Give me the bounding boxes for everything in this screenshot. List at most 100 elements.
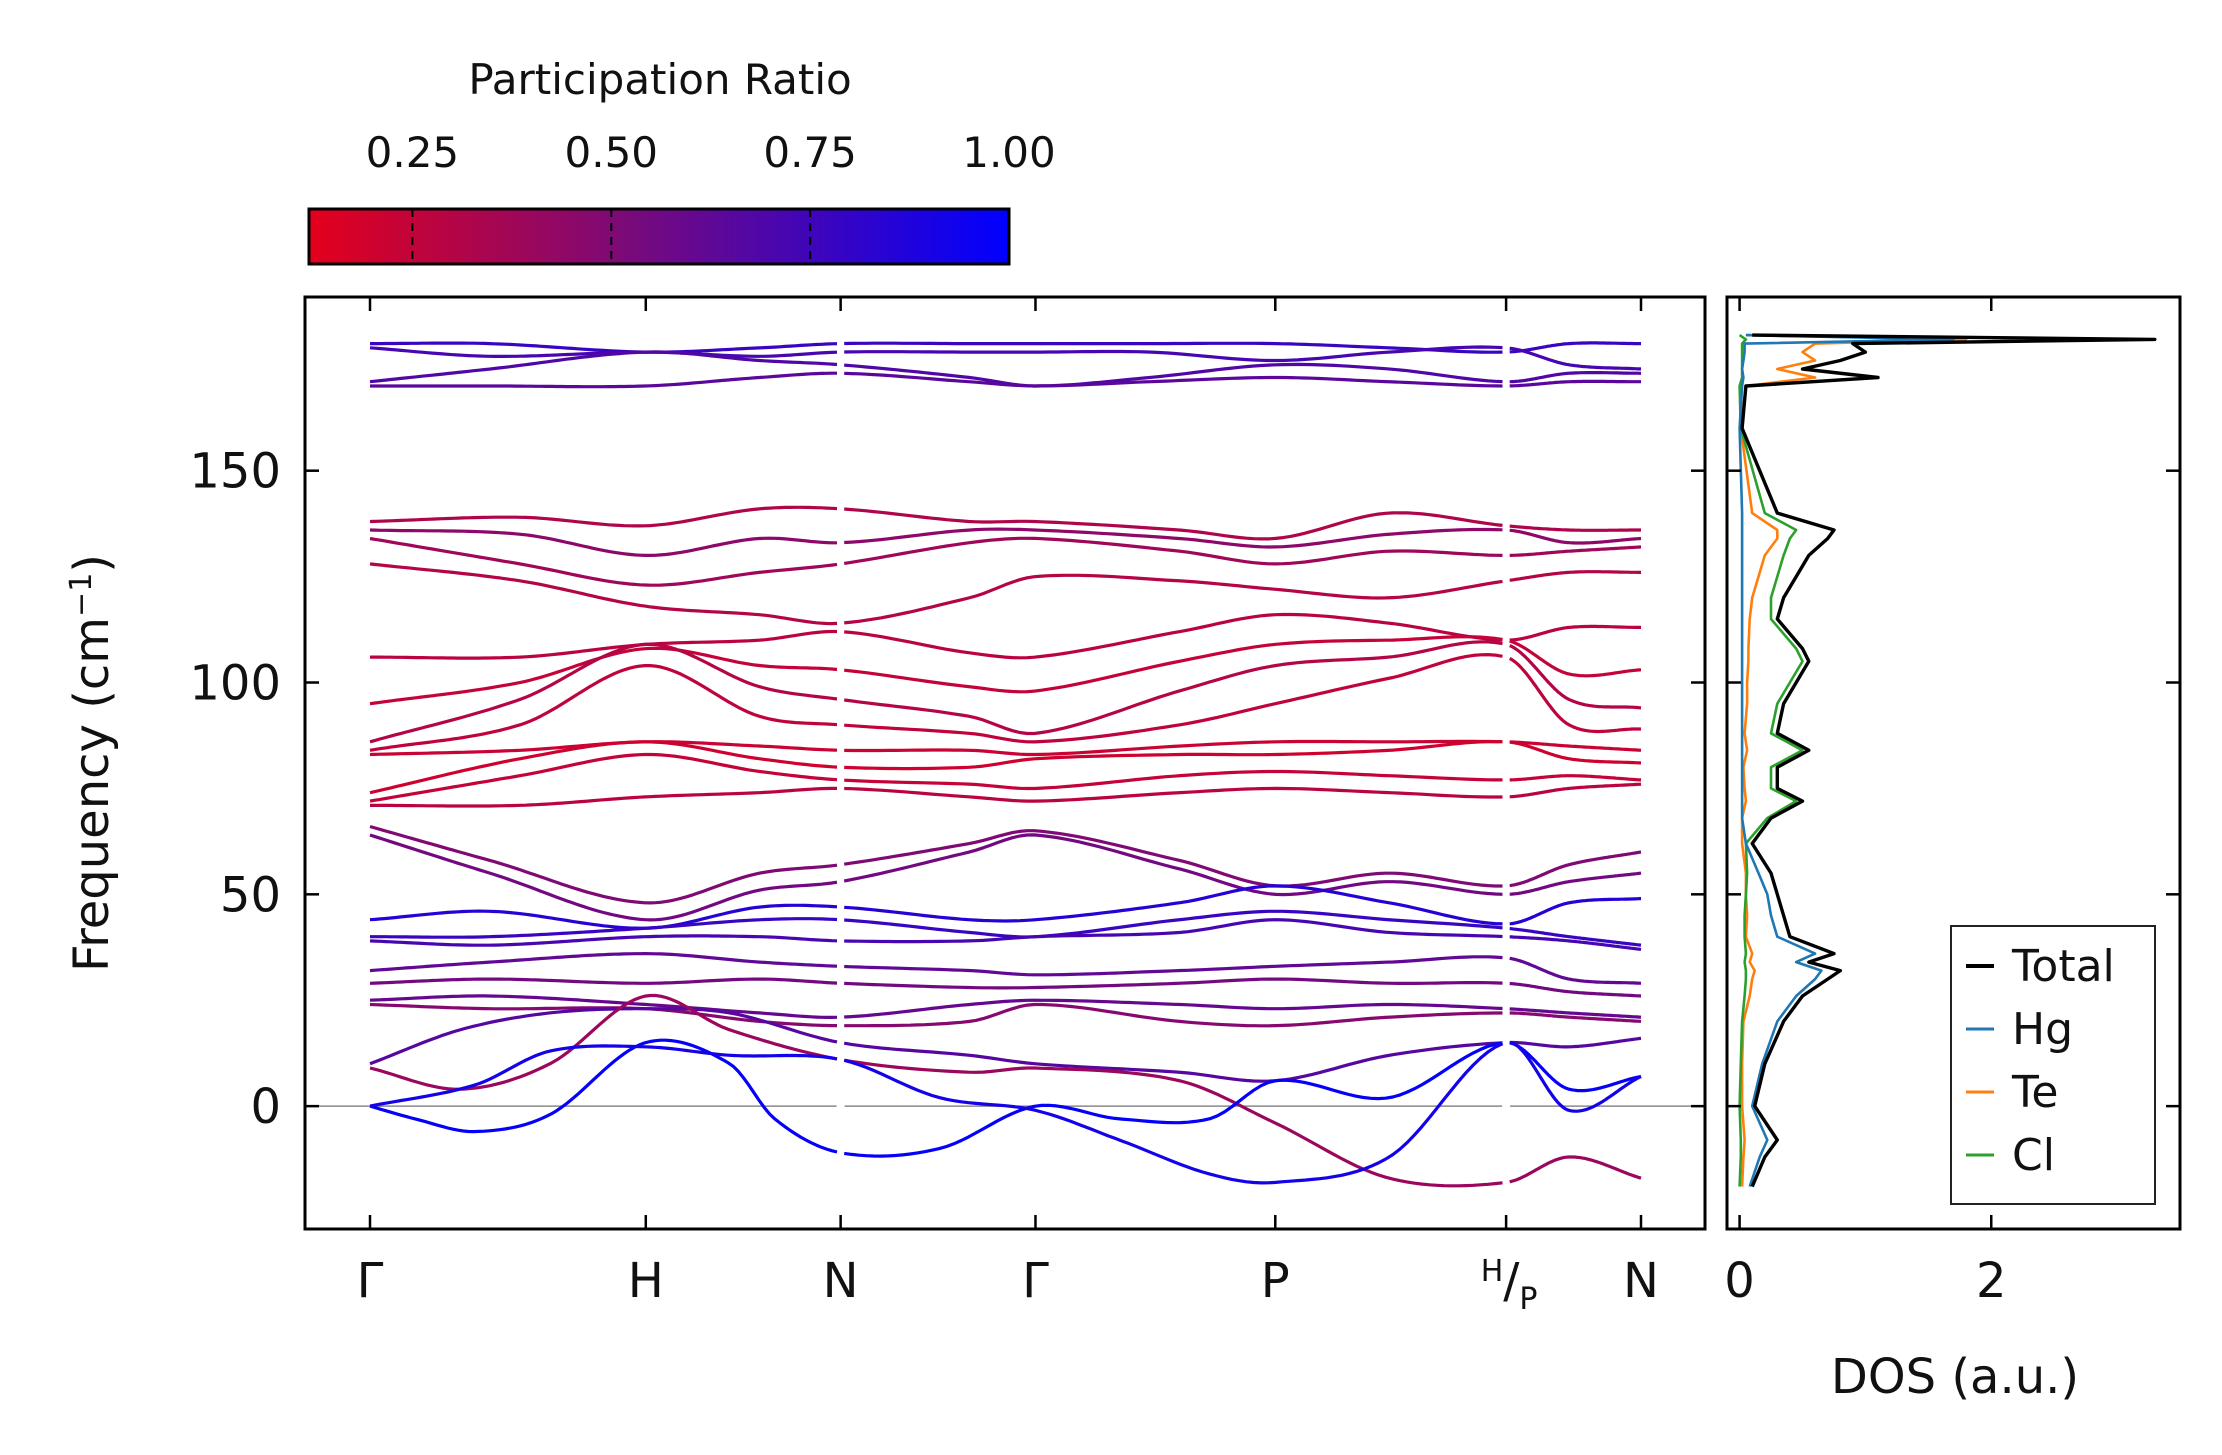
band-line (844, 955, 1503, 977)
band-line (1509, 1040, 1642, 1113)
band-line (843, 829, 1503, 888)
band-line (844, 527, 1503, 549)
band-line (369, 562, 838, 626)
band-line (369, 1038, 838, 1154)
band-line (844, 612, 1503, 660)
band-line (1509, 379, 1642, 388)
colorbar-title: Participation Ratio (468, 55, 851, 104)
band-line (844, 635, 1503, 694)
band-line (1509, 896, 1642, 926)
band-line (844, 640, 1503, 736)
band-line (369, 752, 838, 803)
band-line (1509, 956, 1642, 985)
band-line (1509, 1041, 1642, 1093)
band-line (844, 507, 1503, 541)
dos-frame (1725, 295, 2182, 1231)
x-axis-label-dos: DOS (a.u.) (1831, 1349, 2079, 1405)
band-line (1509, 740, 1642, 765)
y-tick-label: 50 (220, 867, 281, 923)
band-line (369, 934, 838, 947)
colorbar-tick-label: 1.00 (962, 128, 1056, 177)
colorbar-ticks: 0.25 0.50 0.75 1.00 (366, 128, 1056, 264)
band-line (844, 573, 1503, 625)
legend-box (1950, 925, 2156, 1205)
band-line (1509, 545, 1642, 558)
x-tick-label: P (1261, 1253, 1290, 1309)
legend-label: Hg (2012, 1004, 2073, 1055)
band-line (1509, 657, 1642, 734)
band-line (844, 652, 1503, 744)
y-axis-label: Frequency (cm−1) (64, 554, 121, 972)
y-tick-label: 0 (250, 1079, 281, 1135)
band-line (1509, 346, 1642, 371)
band-line (844, 769, 1503, 791)
band-line (369, 642, 838, 744)
band-line (844, 884, 1503, 926)
band-line (369, 536, 838, 587)
band-line (1509, 850, 1642, 888)
dos-series-cl (1738, 334, 1804, 1187)
band-line (1509, 1007, 1642, 1019)
dos-series-total (1740, 333, 2157, 1188)
legend-label: Cl (2012, 1130, 2055, 1181)
band-line (844, 345, 1503, 363)
legend-label: Te (2011, 1067, 2058, 1118)
band-line (369, 663, 838, 752)
band-line (369, 740, 838, 795)
legend: Total Hg Te Cl (1950, 925, 2156, 1205)
band-line (843, 833, 1503, 897)
x-tick-label: H (628, 1253, 664, 1309)
band-line (1509, 624, 1642, 642)
colorbar-tick-label: 0.50 (565, 128, 659, 177)
band-line (370, 371, 837, 389)
band-line (369, 1044, 838, 1108)
band-line (369, 505, 838, 528)
y-axis-label-sup: −1 (64, 573, 99, 617)
band-line (1509, 935, 1642, 951)
colorbar-tick-label: 0.25 (366, 128, 460, 177)
band-line (369, 951, 838, 973)
band-line (369, 528, 837, 558)
band-line (843, 1042, 1504, 1185)
band-line (369, 833, 838, 922)
band-ticks: 0 50 100 150 Γ H N Γ P H/P N (189, 297, 1705, 1317)
dos-x-tick-label: 0 (1724, 1253, 1755, 1309)
x-tick-label: N (823, 1253, 859, 1309)
band-line (369, 346, 838, 358)
band-line (1509, 774, 1642, 782)
legend-label: Total (2011, 941, 2115, 992)
band-line (844, 362, 1503, 388)
band-line (1509, 927, 1642, 947)
band-line (844, 1002, 1503, 1028)
band-line (1509, 1011, 1642, 1023)
band-line (844, 909, 1503, 939)
band-line (369, 1007, 838, 1066)
band-line (843, 536, 1503, 566)
legend-items: Total Hg Te Cl (1966, 941, 2115, 1181)
dos-lines (1738, 333, 2157, 1188)
band-line (844, 739, 1503, 757)
band-line (369, 994, 838, 1020)
colorbar (307, 207, 1011, 266)
band-line (369, 977, 838, 985)
band-line (844, 786, 1503, 803)
band-frame (303, 295, 1707, 1231)
band-line (369, 903, 838, 930)
band-line (370, 629, 837, 660)
band-line (369, 993, 838, 1091)
dos-x-tick-label: 2 (1976, 1253, 2007, 1309)
band-line (1509, 782, 1642, 799)
x-tick-label: N (1623, 1253, 1659, 1309)
dos-series-hg (1738, 333, 1955, 1188)
band-line (1509, 1155, 1642, 1184)
band-line (370, 341, 838, 354)
band-line (843, 1041, 1503, 1158)
x-tick-label: H/P (1481, 1253, 1538, 1317)
band-line (1509, 341, 1642, 354)
band-lines (369, 341, 1642, 1188)
band-line (844, 739, 1503, 771)
y-tick-label: 150 (189, 444, 281, 500)
band-line (1509, 371, 1642, 384)
band-line (844, 918, 1503, 944)
